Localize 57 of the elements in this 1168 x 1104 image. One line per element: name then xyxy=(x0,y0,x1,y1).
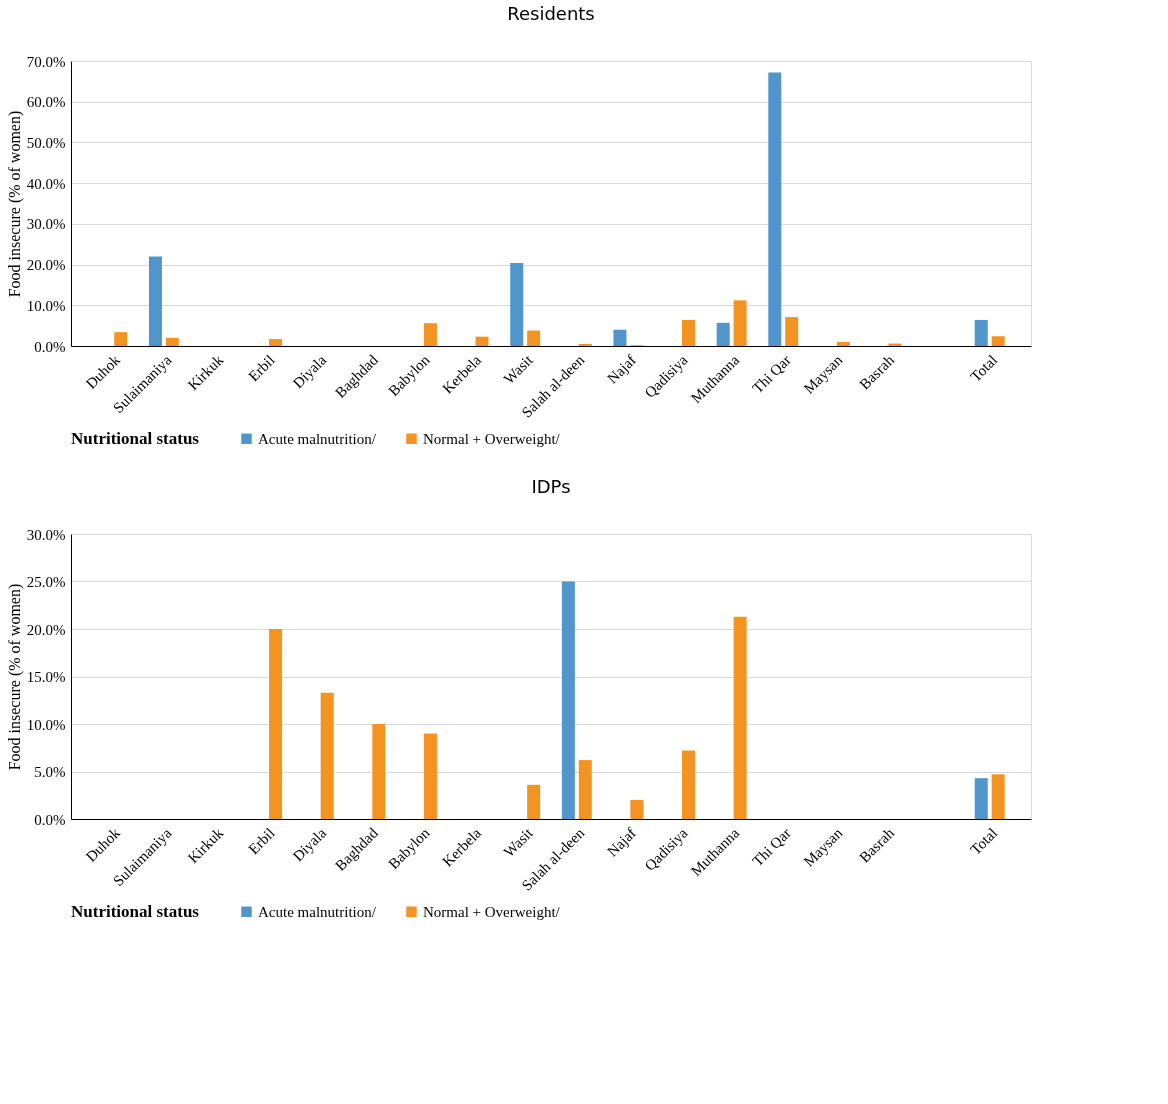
y-tick-label: 30.0% xyxy=(26,216,66,233)
bar xyxy=(423,323,437,346)
bar xyxy=(320,692,334,819)
y-tick-label: 40.0% xyxy=(26,175,66,192)
legend-label: Normal + Overweight/ xyxy=(423,430,561,447)
y-tick-label: 20.0% xyxy=(26,257,66,274)
bar xyxy=(269,339,283,346)
bar xyxy=(527,784,541,819)
bar xyxy=(630,800,644,819)
chart-title: IDPs xyxy=(531,476,571,497)
bar xyxy=(423,733,437,819)
bar xyxy=(836,341,850,346)
bar xyxy=(269,629,283,819)
y-axis-title: Food insecure (% of women) xyxy=(5,583,24,771)
y-tick-label: 0.0% xyxy=(34,811,66,828)
y-tick-label: 10.0% xyxy=(26,297,66,314)
y-tick-label: 5.0% xyxy=(34,764,66,780)
bar xyxy=(148,256,162,346)
y-tick-label: 20.0% xyxy=(26,621,66,638)
y-tick-label: 60.0% xyxy=(26,94,66,111)
bar xyxy=(991,336,1005,346)
bar xyxy=(785,317,799,346)
y-tick-label: 10.0% xyxy=(26,716,66,733)
bar xyxy=(716,322,730,346)
legend-label: Acute malnutrition/ xyxy=(258,430,377,447)
bar xyxy=(510,262,524,346)
bar xyxy=(613,329,627,346)
bar xyxy=(974,319,988,346)
bar xyxy=(165,337,179,346)
y-tick-label: 50.0% xyxy=(26,134,66,151)
bar xyxy=(475,336,489,346)
bar xyxy=(681,319,695,346)
y-tick-label: 25.0% xyxy=(26,574,66,590)
legend-label: Normal + Overweight/ xyxy=(423,903,561,920)
bar xyxy=(768,72,782,346)
chart-title: Residents xyxy=(507,3,595,24)
bar xyxy=(681,750,695,819)
y-tick-label: 0.0% xyxy=(34,338,66,355)
bar xyxy=(974,778,988,819)
y-tick-label: 15.0% xyxy=(26,669,66,685)
x-tick-label: Thi Qar xyxy=(749,351,794,397)
legend-title: Nutritional status xyxy=(71,902,200,921)
bar xyxy=(578,343,592,346)
bar xyxy=(733,616,747,819)
x-tick-label: Thi Qar xyxy=(749,824,794,870)
y-tick-label: 70.0% xyxy=(26,53,66,70)
legend-title: Nutritional status xyxy=(71,429,200,448)
bar xyxy=(114,332,128,346)
bar xyxy=(733,300,747,346)
y-tick-label: 30.0% xyxy=(26,526,66,543)
bar xyxy=(372,724,386,819)
legend-label: Acute malnutrition/ xyxy=(258,903,377,920)
bar xyxy=(561,581,575,819)
bar xyxy=(991,774,1005,819)
y-axis-title: Food insecure (% of women) xyxy=(5,110,24,298)
bar xyxy=(578,760,592,819)
bar xyxy=(527,330,541,346)
